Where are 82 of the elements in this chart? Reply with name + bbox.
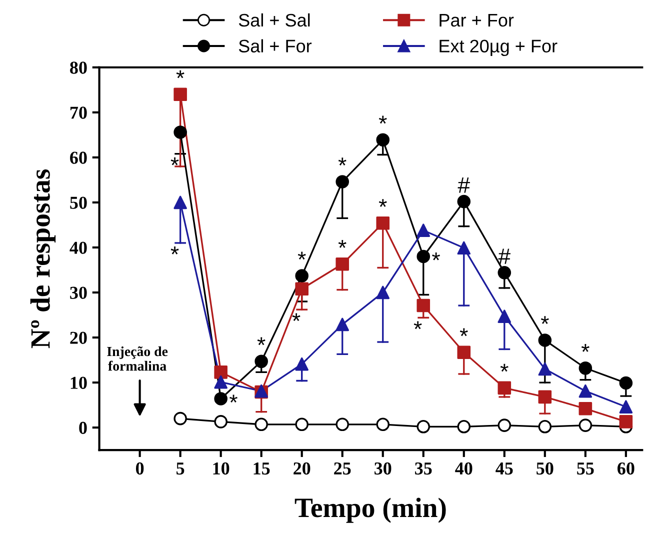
annotation: * (378, 199, 387, 207)
point (295, 282, 308, 296)
point (376, 133, 390, 147)
point (336, 257, 350, 271)
point (457, 346, 471, 360)
y-tick-label: 50 (70, 196, 87, 209)
annotation: * (500, 364, 508, 372)
point (578, 384, 592, 398)
point (538, 362, 552, 376)
point (376, 216, 390, 230)
annotation: * (460, 328, 468, 336)
y-tick-label: 70 (70, 106, 87, 119)
annotation: * (338, 240, 346, 248)
x-tick-label: 25 (334, 462, 351, 475)
point (295, 269, 308, 282)
legend-label: Ext 20µg + For (440, 40, 558, 56)
point (214, 366, 228, 379)
annotation: * (292, 313, 300, 321)
point (457, 241, 471, 255)
annotation: * (230, 394, 238, 403)
x-tick-label: 15 (254, 462, 270, 475)
x-tick-label: 60 (618, 462, 634, 475)
point (336, 318, 350, 332)
x-tick-label: 45 (496, 462, 513, 475)
point (376, 286, 390, 300)
point (538, 334, 552, 347)
y-tick-label: 30 (70, 286, 87, 299)
y-tick-label: 80 (70, 62, 87, 74)
y-tick-label: 20 (70, 332, 87, 344)
point (174, 196, 187, 210)
point (174, 88, 187, 102)
annotation: * (338, 158, 346, 166)
x-tick-label: 5 (176, 462, 184, 475)
point (578, 361, 592, 375)
point (174, 126, 187, 139)
x-tick-label: 50 (536, 462, 554, 475)
x-tick-label: 10 (213, 462, 230, 475)
point (498, 381, 512, 395)
annotation: * (414, 321, 422, 330)
point (619, 415, 633, 428)
y-tick-label: 10 (70, 376, 87, 389)
point (416, 298, 430, 312)
x-tick-label: 55 (577, 462, 594, 475)
annotation: * (257, 337, 266, 346)
annotation: * (581, 344, 590, 352)
point (457, 194, 471, 208)
y-tick-label: 40 (70, 242, 87, 254)
y-axis-title: Nº de respostas (30, 169, 56, 348)
annotation: * (170, 246, 179, 254)
point (416, 224, 430, 237)
x-axis-title: Tempo (min) (294, 498, 446, 523)
point (538, 390, 552, 404)
point (619, 376, 633, 390)
x-tick-label: 0 (136, 462, 144, 475)
annotation: Injeção de formalina (107, 346, 168, 371)
legend-label: Par + For (440, 14, 514, 27)
annotation: * (170, 157, 179, 166)
point (254, 354, 268, 368)
point (498, 266, 512, 280)
annotation: * (432, 252, 440, 260)
legend-label: Sal + For (238, 39, 312, 52)
legend-label: Sal + Sal (238, 13, 310, 27)
x-tick-label: 40 (455, 462, 472, 475)
annotation: # (498, 248, 510, 264)
annotation: * (540, 316, 549, 324)
point (295, 357, 308, 371)
y-tick-label: 0 (79, 422, 87, 434)
annotation: * (378, 116, 387, 124)
x-tick-label: 20 (294, 462, 310, 475)
point (336, 175, 350, 188)
annotation: # (458, 178, 470, 193)
annotation: * (176, 70, 184, 78)
x-tick-label: 35 (415, 462, 432, 475)
point (619, 400, 633, 414)
annotation: * (298, 252, 306, 260)
point (498, 310, 512, 323)
point (214, 375, 228, 389)
point (578, 402, 592, 416)
x-tick-label: 30 (374, 462, 392, 475)
y-tick-label: 60 (70, 152, 87, 164)
point (416, 250, 430, 264)
point (214, 392, 228, 406)
